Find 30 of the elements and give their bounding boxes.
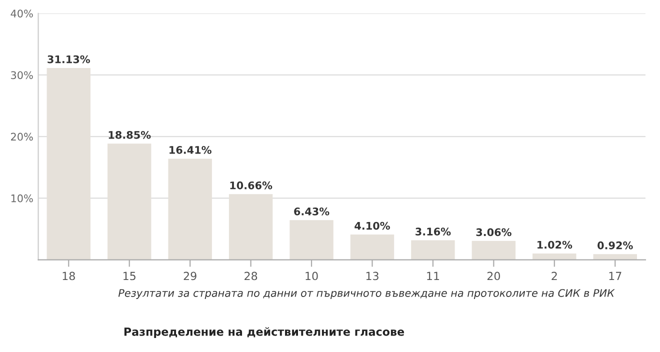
x-tick-label: 13 xyxy=(366,272,378,280)
x-tick-label: 17 xyxy=(609,272,622,280)
x-tick-label: 10 xyxy=(306,272,318,280)
bar xyxy=(290,220,334,260)
y-tick-label: 10% xyxy=(11,194,33,202)
data-label: 3.06% xyxy=(476,228,512,236)
x-tick-label: 2 xyxy=(552,272,557,280)
data-label: 4.10% xyxy=(354,222,390,230)
bar xyxy=(472,240,516,260)
data-label: 6.43% xyxy=(294,207,330,216)
x-tick-label: 29 xyxy=(184,272,196,280)
x-tick-label: 20 xyxy=(487,272,500,280)
x-tick-label: 28 xyxy=(244,272,258,280)
data-label: 3.16% xyxy=(416,228,451,236)
x-tick-label: 15 xyxy=(124,272,136,280)
data-label: 31.13% xyxy=(48,55,90,64)
text: Разпределение на действителните гласове xyxy=(124,327,404,338)
bar xyxy=(350,234,394,260)
data-label: 0.92% xyxy=(598,241,633,250)
y-tick-label: 40% xyxy=(10,10,33,18)
data-label: 10.66% xyxy=(230,181,272,190)
data-label: 18.85% xyxy=(108,130,151,139)
data-label: 1.02% xyxy=(538,240,572,249)
text: Резултати за страната по данни от първичното въвеждане на протоколите на СИК в РИК xyxy=(118,289,615,299)
x-tick-label: 18 xyxy=(62,272,75,280)
x-tick-label: 11 xyxy=(427,272,440,280)
y-tick-label: 20% xyxy=(11,132,33,141)
data-label: 16.41% xyxy=(170,146,212,154)
bar xyxy=(411,240,455,260)
y-tick-label: 30% xyxy=(11,71,33,80)
